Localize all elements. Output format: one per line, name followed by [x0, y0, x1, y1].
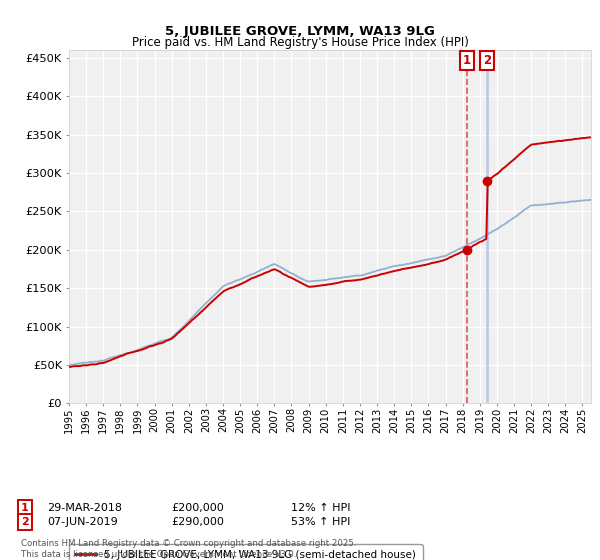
Bar	[487, 50, 488, 403]
Text: 1: 1	[463, 54, 471, 67]
Text: 07-JUN-2019: 07-JUN-2019	[47, 517, 118, 527]
Text: 29-MAR-2018: 29-MAR-2018	[47, 503, 122, 514]
Legend: 5, JUBILEE GROVE, LYMM, WA13 9LG (semi-detached house), HPI: Average price, semi: 5, JUBILEE GROVE, LYMM, WA13 9LG (semi-d…	[69, 544, 422, 560]
Text: Contains HM Land Registry data © Crown copyright and database right 2025.
This d: Contains HM Land Registry data © Crown c…	[21, 539, 356, 559]
Text: £200,000: £200,000	[171, 503, 224, 514]
Text: 12% ↑ HPI: 12% ↑ HPI	[291, 503, 350, 514]
Text: £290,000: £290,000	[171, 517, 224, 527]
Text: 2: 2	[21, 517, 29, 527]
Text: 5, JUBILEE GROVE, LYMM, WA13 9LG: 5, JUBILEE GROVE, LYMM, WA13 9LG	[165, 25, 435, 38]
Text: Price paid vs. HM Land Registry's House Price Index (HPI): Price paid vs. HM Land Registry's House …	[131, 36, 469, 49]
Text: 1: 1	[21, 503, 29, 514]
Text: 2: 2	[483, 54, 491, 67]
Text: 53% ↑ HPI: 53% ↑ HPI	[291, 517, 350, 527]
